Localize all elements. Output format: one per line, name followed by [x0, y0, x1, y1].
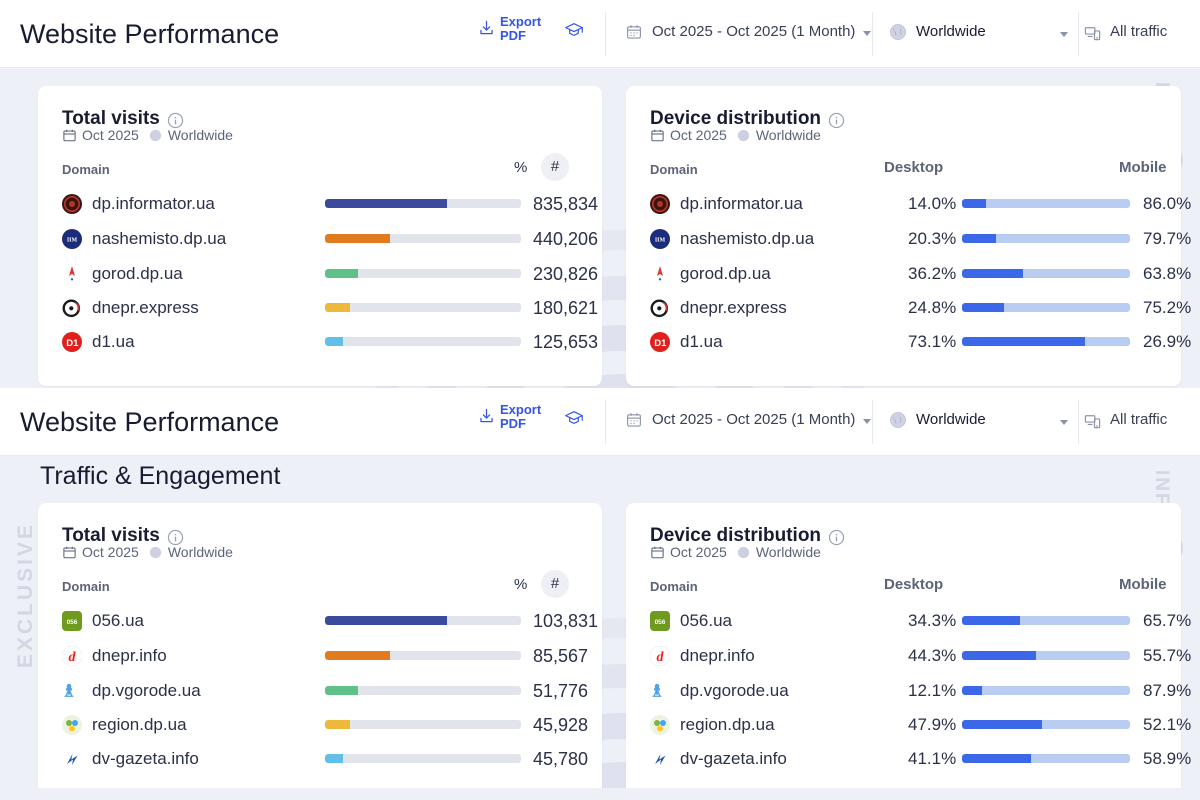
- svg-text:IIM: IIM: [655, 238, 666, 244]
- svg-text:IIM: IIM: [67, 238, 78, 244]
- svg-text:d: d: [69, 650, 77, 665]
- svg-text:056: 056: [67, 619, 78, 626]
- svg-text:d: d: [657, 650, 665, 665]
- svg-text:D1: D1: [654, 338, 667, 349]
- svg-text:056: 056: [655, 619, 666, 626]
- svg-text:D1: D1: [66, 338, 79, 349]
